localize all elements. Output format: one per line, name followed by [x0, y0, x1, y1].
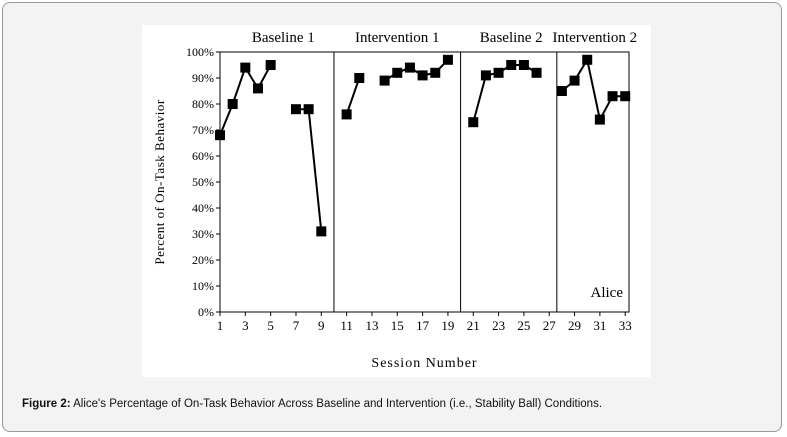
x-tick-label: 21	[467, 318, 480, 333]
data-point-marker	[468, 117, 479, 128]
y-tick-label: 90%	[192, 71, 214, 85]
y-tick-label: 10%	[192, 279, 214, 293]
data-point-marker	[290, 104, 301, 115]
caption-label: Figure 2:	[22, 398, 71, 410]
x-tick-label: 31	[593, 318, 606, 333]
data-point-marker	[506, 60, 517, 70]
data-point-marker	[240, 62, 251, 73]
x-axis-title: Session Number	[371, 356, 477, 371]
data-point-marker	[379, 75, 390, 86]
y-tick-label: 30%	[192, 227, 214, 241]
data-point-marker	[493, 67, 504, 78]
data-point-marker	[417, 70, 428, 81]
y-tick-label: 100%	[186, 45, 214, 59]
series-line	[219, 64, 272, 136]
y-tick-label: 40%	[192, 201, 214, 215]
y-axis-title: Percent of On-Task Behavior	[152, 99, 167, 264]
y-tick-label: 20%	[192, 253, 214, 267]
phase-label: Intervention 2	[553, 30, 638, 46]
caption-text: Alice's Percentage of On-Task Behavior A…	[70, 398, 603, 410]
data-point-marker	[518, 60, 529, 70]
x-tick-label: 29	[568, 318, 581, 333]
single-subject-line-chart: Baseline 1 Intervention 1 Baseline 2 Interv…	[152, 30, 638, 371]
x-tick-label: 3	[242, 318, 249, 333]
data-point-marker	[556, 86, 567, 96]
phase-label: Baseline 1	[252, 30, 315, 46]
y-tick-label: 70%	[192, 123, 214, 137]
figure-caption: Figure 2: Alice's Percentage of On-Task …	[22, 398, 602, 410]
x-tick-label: 17	[416, 318, 430, 333]
data-point-marker	[354, 73, 365, 83]
data-point-marker	[607, 91, 618, 102]
series-line	[561, 57, 626, 123]
data-point-marker	[620, 91, 631, 102]
data-point-marker	[215, 130, 225, 141]
y-tick-label: 80%	[192, 97, 214, 111]
figure-frame: Baseline 1 Intervention 1 Baseline 2 Interv…	[2, 2, 782, 432]
series-line	[296, 108, 323, 232]
x-tick-label: 33	[619, 318, 632, 333]
data-point-marker	[404, 62, 415, 73]
x-tick-label: 1	[217, 318, 224, 333]
phase-label: Baseline 2	[480, 30, 543, 46]
data-point-marker	[594, 114, 605, 125]
x-tick-label: 19	[441, 318, 454, 333]
x-tick-label: 11	[340, 318, 353, 333]
x-tick-label: 23	[492, 318, 505, 333]
data-point-marker	[582, 54, 593, 65]
chart-panel: Baseline 1 Intervention 1 Baseline 2 Interv…	[142, 25, 651, 377]
data-point-marker	[252, 83, 263, 94]
data-point-marker	[341, 109, 352, 120]
x-tick-label: 9	[318, 318, 325, 333]
x-tick-label: 27	[543, 318, 557, 333]
data-point-marker	[480, 70, 491, 81]
y-tick-label: 50%	[192, 175, 214, 189]
phase-label: Intervention 1	[355, 30, 440, 46]
x-tick-label: 25	[517, 318, 530, 333]
x-tick-label: 13	[365, 318, 378, 333]
x-tick-label: 5	[267, 318, 274, 333]
plot-area-frame	[219, 51, 630, 313]
y-tick-label: 60%	[192, 149, 214, 163]
series-line	[345, 77, 361, 115]
data-point-marker	[442, 54, 453, 65]
data-point-marker	[316, 226, 327, 237]
data-point-marker	[303, 104, 314, 115]
data-point-marker	[227, 99, 238, 109]
x-tick-label: 7	[293, 318, 300, 333]
data-point-marker	[392, 67, 403, 78]
y-tick-label: 0%	[198, 305, 214, 319]
data-point-marker	[569, 75, 580, 86]
x-tick-label: 15	[391, 318, 404, 333]
data-point-marker	[531, 67, 542, 78]
subject-annotation: Alice	[591, 285, 624, 301]
data-point-marker	[430, 67, 441, 78]
data-point-marker	[265, 60, 276, 70]
